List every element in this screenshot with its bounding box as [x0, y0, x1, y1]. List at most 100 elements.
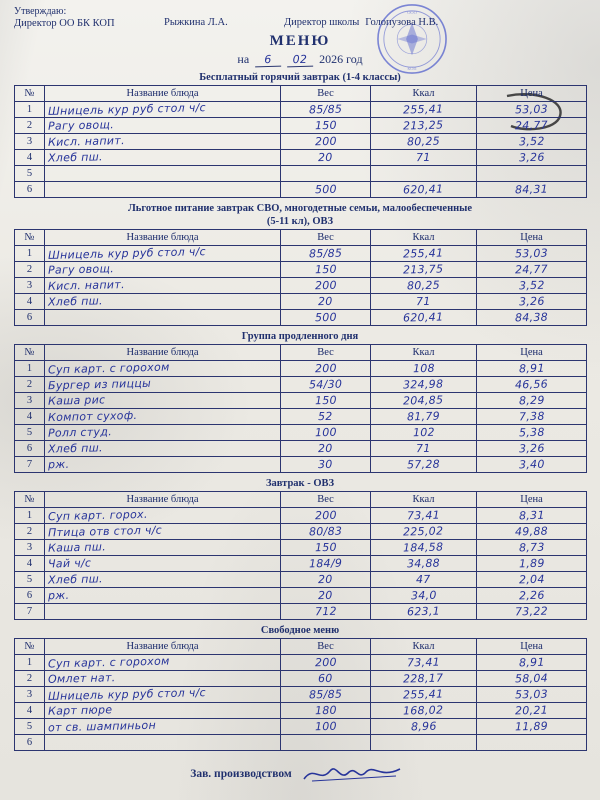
row-price: 3,40 [476, 456, 587, 474]
header-name-middle: Рыжкина Л.А. [164, 17, 228, 28]
col-price: Цена [476, 491, 587, 509]
footer-signature-row: Зав. производством [14, 763, 586, 785]
col-price: Цена [476, 229, 587, 247]
col-weight: Вес [280, 491, 371, 509]
row-weight: 20 [280, 149, 371, 167]
row-kcal: 34,0 [370, 587, 477, 605]
row-weight: 200 [280, 277, 371, 295]
row-num: 4 [14, 293, 45, 311]
row-name [44, 603, 281, 621]
row-kcal: 102 [370, 424, 477, 442]
section-privileged-breakfast: Льготное питание завтрак СВО, многодетны… [14, 203, 587, 327]
table-header-row: № Название блюда Вес Ккал Цена [14, 638, 587, 656]
row-price: 11,89 [476, 718, 587, 736]
table-row: 1 Суп карт. с горохом 200 108 8,91 [14, 360, 587, 378]
row-name: Рагу овощ. [44, 261, 281, 279]
row-price: 8,91 [476, 654, 587, 672]
table-row: 1 Шницель кур руб стол ч/с 85/85 255,41 53,0… [14, 245, 587, 263]
row-kcal: 81,79 [370, 408, 477, 426]
table-row: 5 [14, 165, 587, 183]
row-weight: 100 [280, 424, 371, 442]
row-kcal: 213,75 [370, 261, 477, 279]
table-row: 2 Омлет нат. 60 228,17 58,04 [14, 670, 587, 688]
row-name: Хлеб пш. [44, 293, 281, 311]
row-num: 4 [14, 702, 45, 720]
row-weight: 20 [280, 293, 371, 311]
row-price: 8,91 [476, 360, 587, 378]
director-label: Директор школы [284, 17, 360, 28]
row-weight: 712 [280, 603, 371, 621]
row-price: 84,38 [476, 309, 587, 327]
row-kcal: 168,02 [370, 702, 477, 720]
table-row: 3 Каша рис 150 204,85 8,29 [14, 392, 587, 410]
row-name: Суп карт. с горохом [44, 654, 281, 672]
table-row: 3 Кисл. напит. 200 80,25 3,52 [14, 277, 587, 295]
date-year: 2026 год [319, 52, 363, 66]
row-name: Бургер из пиццы [44, 376, 281, 394]
table-row: 4 Карт пюре 180 168,02 20,21 [14, 702, 587, 720]
row-price: 24,77 [476, 261, 587, 279]
table-row: 3 Кисл. напит. 200 80,25 3,52 [14, 133, 587, 151]
table-header-row: № Название блюда Вес Ккал Цена [14, 344, 587, 362]
row-price: 3,26 [476, 293, 587, 311]
col-num: № [14, 229, 45, 247]
row-kcal: 73,41 [370, 507, 477, 525]
table-row-total: 7 712 623,1 73,22 [14, 603, 587, 621]
menu-table: № Название блюда Вес Ккал Цена 1 Шницель … [14, 229, 587, 327]
col-price: Цена [476, 638, 587, 656]
row-num: 1 [14, 360, 45, 378]
row-name [44, 181, 281, 199]
col-name: Название блюда [44, 85, 281, 103]
row-weight [280, 734, 371, 752]
row-weight: 100 [280, 718, 371, 736]
table-row: 4 Хлеб пш. 20 71 3,26 [14, 293, 587, 311]
row-num: 1 [14, 245, 45, 263]
date-day: 6 [255, 52, 282, 68]
row-num: 4 [14, 555, 45, 573]
row-name: рж. [44, 587, 281, 605]
signature-icon [303, 768, 401, 782]
table-row: 6 Хлеб пш. 20 71 3,26 [14, 440, 587, 458]
row-kcal: 57,28 [370, 456, 477, 474]
document-header: Утверждаю: Директор ОО БК КОП Рыжкина Л.… [14, 6, 586, 29]
section-title: Завтрак - ОВЗ [265, 478, 335, 490]
row-price: 53,03 [476, 101, 587, 119]
table-row-total: 6 500 620,41 84,38 [14, 309, 587, 327]
row-num: 2 [14, 523, 45, 541]
row-price [476, 165, 587, 183]
table-row: 4 Чай ч/с 184/9 34,88 1,89 [14, 555, 587, 573]
menu-date-line: на 6 02 2026 год [14, 52, 586, 68]
col-name: Название блюда [44, 344, 281, 362]
table-header-row: № Название блюда Вес Ккал Цена [14, 491, 587, 509]
row-price: 3,26 [476, 149, 587, 167]
row-weight: 150 [280, 539, 371, 557]
row-kcal: 73,41 [370, 654, 477, 672]
section-title: Бесплатный горячий завтрак (1-4 классы) [199, 72, 401, 83]
row-price: 20,21 [476, 702, 587, 720]
row-weight: 200 [280, 360, 371, 378]
row-kcal: 34,88 [370, 555, 477, 573]
row-weight: 85/85 [280, 101, 371, 119]
row-price: 58,04 [476, 670, 587, 688]
row-kcal: 255,41 [370, 101, 477, 119]
row-num: 1 [14, 101, 45, 119]
section-extended-day-group: Группа продленного дня № Название блюда … [14, 331, 587, 474]
section-free-breakfast: Бесплатный горячий завтрак (1-4 классы) … [14, 72, 587, 199]
col-num: № [14, 638, 45, 656]
row-kcal [370, 165, 477, 183]
section-title: Группа продленного дня [241, 331, 359, 343]
row-num: 1 [14, 507, 45, 525]
row-name: Хлеб пш. [44, 440, 281, 458]
row-num: 5 [14, 165, 45, 183]
col-kcal: Ккал [370, 85, 477, 103]
col-price: Цена [476, 344, 587, 362]
table-row: 1 Суп карт. с горохом 200 73,41 8,91 [14, 654, 587, 672]
row-kcal [370, 734, 477, 752]
section-title: Свободное меню [260, 625, 340, 637]
table-row: 2 Рагу овощ. 150 213,75 24,77 [14, 261, 587, 279]
row-num: 6 [14, 734, 45, 752]
row-kcal: 255,41 [370, 686, 477, 704]
row-name: от св. шампиньон [44, 718, 281, 736]
row-kcal: 47 [370, 571, 477, 589]
row-weight: 180 [280, 702, 371, 720]
